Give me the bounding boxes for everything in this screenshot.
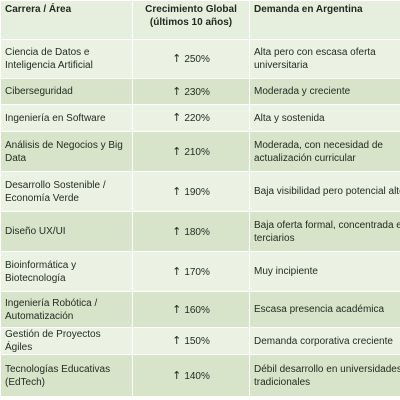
up-arrow-icon: ↑ [172, 111, 182, 124]
demand-cell: Alta pero con escasa oferta universitari… [249, 39, 400, 79]
up-arrow-icon: ↑ [172, 224, 182, 238]
career-cell: Ciberseguridad [0, 78, 133, 105]
career-cell: Diseño UX/UI [0, 211, 133, 252]
table-row: Ingeniería en Software ↑ 220% Alta y sost… [0, 104, 400, 132]
demand-cell: Débil desarrollo en universidades tradic… [249, 354, 400, 397]
demand-cell: Escasa presencia académica [249, 291, 400, 328]
growth-cell: ↑ 150% [132, 327, 250, 355]
growth-cell: ↑ 220% [132, 104, 250, 132]
growth-value: 190% [184, 186, 210, 198]
table-row: Bioinformática y Biotecnología ↑ 170% Muy… [0, 251, 400, 292]
demand-cell: Demanda corporativa creciente [249, 327, 400, 355]
growth-value: 220% [184, 113, 210, 124]
growth-value: 210% [184, 146, 210, 158]
up-arrow-icon: ↑ [172, 264, 182, 278]
up-arrow-icon: ↑ [172, 302, 182, 316]
up-arrow-icon: ↑ [172, 144, 182, 158]
career-cell: Ingeniería Robótica / Automatización [0, 291, 133, 328]
career-cell: Ingeniería en Software [0, 104, 133, 132]
table-row: Ingeniería Robótica / Automatización ↑ 16… [0, 291, 400, 328]
demand-cell: Moderada, con necesidad de actualización… [249, 131, 400, 172]
up-arrow-icon: ↑ [172, 52, 182, 65]
header-career: Carrera / Área [0, 0, 133, 40]
career-cell: Tecnologías Educativas (EdTech) [0, 354, 133, 397]
demand-cell: Baja oferta formal, concentrada en terci… [249, 211, 400, 252]
career-cell: Bioinformática y Biotecnología [0, 251, 133, 292]
career-cell: Ciencia de Datos e Inteligencia Artifici… [0, 39, 133, 79]
table-row: Ciberseguridad ↑ 230% Moderada y crecient… [0, 78, 400, 105]
career-cell: Gestión de Proyectos Ágiles [0, 327, 133, 355]
growth-cell: ↑ 170% [132, 251, 250, 292]
table-row: Gestión de Proyectos Ágiles ↑ 150% Demand… [0, 327, 400, 355]
career-cell: Análisis de Negocios y Big Data [0, 131, 133, 172]
up-arrow-icon: ↑ [172, 184, 182, 198]
growth-cell: ↑ 180% [132, 211, 250, 252]
demand-cell: Alta y sostenida [249, 104, 400, 132]
table-header-row: Carrera / Área Crecimiento Global (últim… [0, 0, 400, 40]
growth-cell: ↑ 210% [132, 131, 250, 172]
growth-value: 230% [184, 86, 210, 98]
demand-cell: Moderada y creciente [249, 78, 400, 105]
growth-cell: ↑ 190% [132, 171, 250, 212]
up-arrow-icon: ↑ [172, 368, 182, 382]
header-demand: Demanda en Argentina [249, 0, 400, 40]
growth-value: 140% [184, 370, 210, 382]
growth-cell: ↑ 230% [132, 78, 250, 105]
up-arrow-icon: ↑ [172, 84, 182, 98]
growth-value: 250% [184, 54, 210, 65]
demand-cell: Baja visibilidad pero potencial alto [249, 171, 400, 212]
header-growth: Crecimiento Global (últimos 10 años) [132, 0, 250, 40]
table-row: Ciencia de Datos e Inteligencia Artifici… [0, 39, 400, 79]
growth-cell: ↑ 140% [132, 354, 250, 397]
table-row: Desarrollo Sostenible / Economía Verde ↑… [0, 171, 400, 212]
up-arrow-icon: ↑ [172, 334, 182, 347]
table-row: Análisis de Negocios y Big Data ↑ 210% Mo… [0, 131, 400, 172]
demand-cell: Muy incipiente [249, 251, 400, 292]
growth-value: 160% [184, 304, 210, 316]
table-row: Tecnologías Educativas (EdTech) ↑ 140% Dé… [0, 354, 400, 397]
growth-cell: ↑ 160% [132, 291, 250, 328]
growth-value: 170% [184, 266, 210, 278]
table-row: Diseño UX/UI ↑ 180% Baja oferta formal, c… [0, 211, 400, 252]
growth-value: 150% [184, 336, 210, 347]
growth-value: 180% [184, 226, 210, 238]
career-cell: Desarrollo Sostenible / Economía Verde [0, 171, 133, 212]
growth-cell: ↑ 250% [132, 39, 250, 79]
